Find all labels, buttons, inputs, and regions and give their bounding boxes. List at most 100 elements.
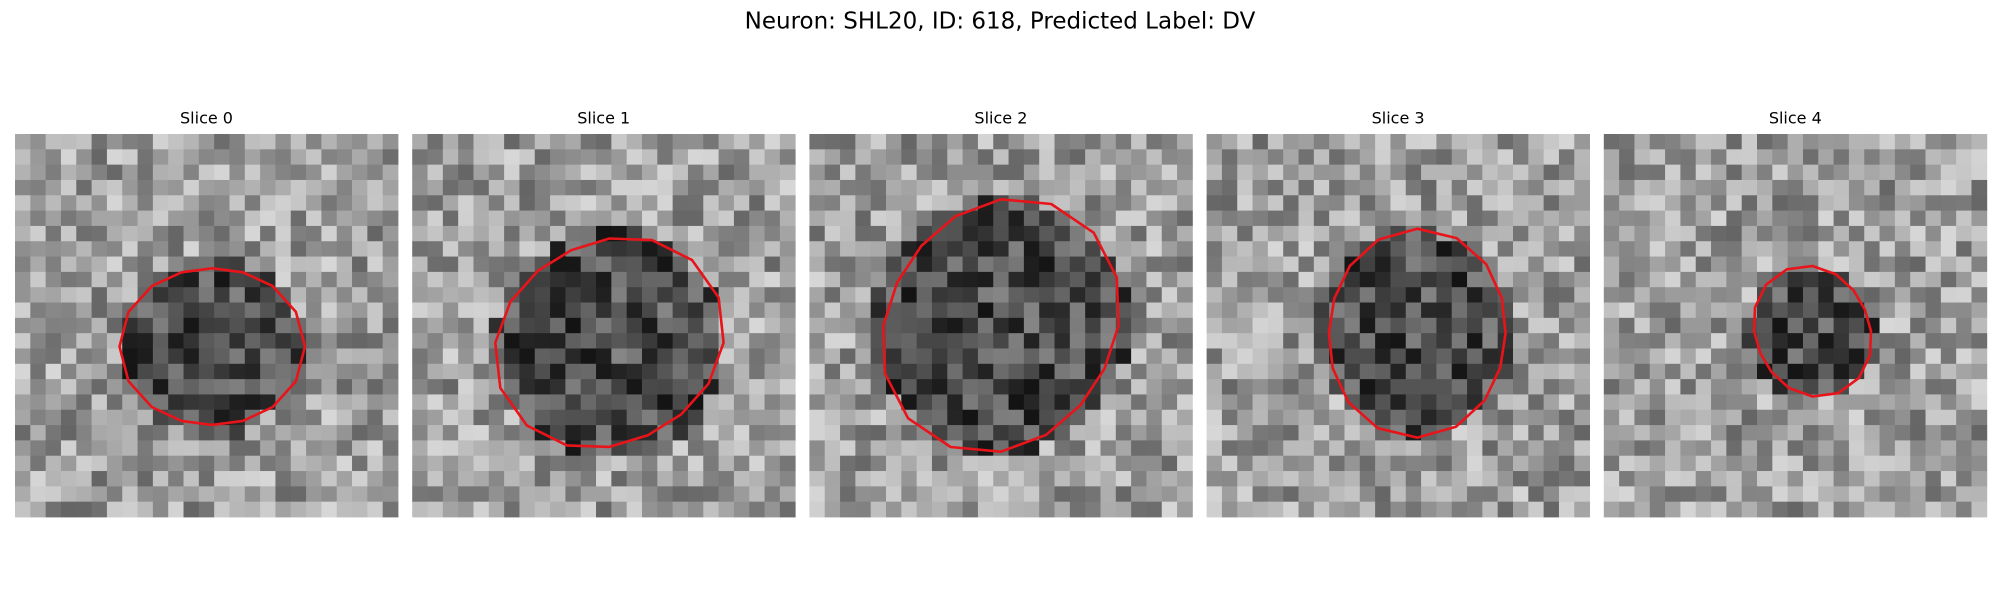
pixel xyxy=(1467,164,1483,181)
pixel xyxy=(1237,425,1253,441)
pixel xyxy=(183,149,200,166)
pixel xyxy=(1925,256,1942,273)
pixel xyxy=(534,379,551,395)
pixel xyxy=(626,394,643,411)
pixel xyxy=(473,241,490,257)
pixel xyxy=(1283,455,1299,472)
pixel xyxy=(229,287,246,303)
pixel xyxy=(1405,455,1422,472)
pixel xyxy=(1680,471,1697,487)
pixel xyxy=(1023,149,1040,166)
pixel xyxy=(1344,179,1361,196)
pixel xyxy=(15,471,31,487)
pixel xyxy=(382,302,399,319)
pixel xyxy=(30,348,47,365)
pixel xyxy=(840,379,856,395)
pixel xyxy=(779,225,796,242)
pixel xyxy=(534,179,551,196)
pixel xyxy=(596,149,612,166)
pixel xyxy=(367,425,384,441)
pixel xyxy=(1313,425,1330,441)
pixel xyxy=(1313,363,1330,380)
pixel xyxy=(504,486,520,503)
pixel xyxy=(1405,179,1422,196)
pixel xyxy=(1298,256,1315,273)
pixel xyxy=(1390,210,1407,227)
pixel xyxy=(947,348,963,365)
pixel xyxy=(336,271,353,288)
pixel xyxy=(1956,195,1972,211)
pixel xyxy=(916,225,933,242)
pixel xyxy=(1390,363,1407,380)
pixel xyxy=(962,455,979,472)
pixel xyxy=(1971,149,1988,166)
pixel xyxy=(1940,134,1957,150)
pixel xyxy=(1543,394,1560,411)
pixel xyxy=(275,486,292,503)
pixel xyxy=(1879,333,1896,349)
pixel xyxy=(916,256,933,273)
pixel xyxy=(809,440,826,457)
pixel xyxy=(626,225,643,242)
pixel xyxy=(916,134,933,150)
pixel xyxy=(244,363,261,380)
pixel xyxy=(1023,317,1040,334)
pixel xyxy=(1131,164,1147,181)
pixel xyxy=(1405,440,1422,457)
pixel xyxy=(1008,379,1025,395)
pixel xyxy=(1741,241,1758,257)
pixel xyxy=(962,409,979,426)
pixel xyxy=(1085,241,1101,257)
pixel xyxy=(168,394,184,411)
pixel xyxy=(442,302,459,319)
pixel xyxy=(1879,455,1896,472)
pixel xyxy=(1802,317,1819,334)
pixel xyxy=(60,271,77,288)
pixel xyxy=(718,195,735,211)
pixel xyxy=(1390,471,1407,487)
pixel xyxy=(412,486,428,503)
pixel xyxy=(1467,440,1483,457)
pixel xyxy=(1726,501,1743,518)
pixel xyxy=(382,471,399,487)
pixel xyxy=(1528,394,1545,411)
pixel xyxy=(1329,241,1345,257)
pixel xyxy=(1603,302,1620,319)
pixel xyxy=(809,256,826,273)
pixel xyxy=(657,363,674,380)
pixel xyxy=(733,348,750,365)
pixel xyxy=(1421,164,1437,181)
pixel xyxy=(1237,455,1253,472)
pixel xyxy=(1787,333,1804,349)
pixel xyxy=(1283,164,1299,181)
pixel xyxy=(596,241,612,257)
pixel xyxy=(870,302,887,319)
pixel xyxy=(1818,164,1834,181)
pixel xyxy=(60,394,77,411)
pixel xyxy=(749,164,765,181)
pixel xyxy=(1359,271,1376,288)
pixel xyxy=(947,287,963,303)
pixel xyxy=(1558,363,1575,380)
pixel xyxy=(718,302,735,319)
pixel xyxy=(565,317,582,334)
pixel xyxy=(458,179,474,196)
pixel xyxy=(1008,179,1025,196)
pixel xyxy=(1497,486,1514,503)
pixel xyxy=(870,134,887,150)
pixel xyxy=(1833,348,1850,365)
pixel xyxy=(442,501,459,518)
pixel xyxy=(1879,164,1896,181)
pixel xyxy=(60,210,77,227)
pixel xyxy=(260,241,276,257)
pixel xyxy=(1619,302,1635,319)
pixel xyxy=(1574,348,1590,365)
pixel xyxy=(106,363,123,380)
pixel xyxy=(1558,486,1575,503)
pixel xyxy=(60,302,77,319)
pixel xyxy=(1879,287,1896,303)
pixel xyxy=(1146,241,1163,257)
pixel xyxy=(703,149,719,166)
pixel xyxy=(306,256,322,273)
pixel xyxy=(642,501,658,518)
